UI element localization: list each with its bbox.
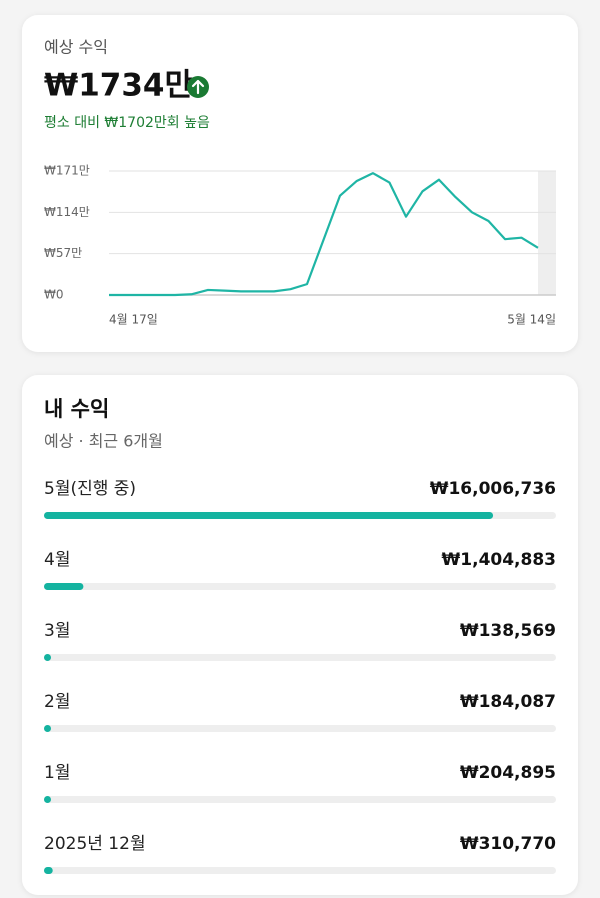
estimate-label: 예상 수익	[44, 38, 108, 57]
bar-track	[44, 583, 556, 590]
line	[109, 172, 539, 297]
bar-track	[44, 867, 556, 874]
up-icon	[187, 76, 209, 98]
month-label: 1월	[44, 763, 70, 783]
earnings-title: 내 수익	[44, 397, 109, 421]
month-label: 2월	[44, 692, 70, 712]
month-value: ₩138,569	[460, 621, 556, 641]
bar	[44, 867, 53, 874]
y-tick-label: ₩57만	[44, 246, 82, 260]
bar	[44, 583, 84, 590]
month-value: ₩204,895	[460, 763, 556, 783]
month-value: ₩184,087	[460, 692, 556, 712]
month-value: ₩1,404,883	[442, 550, 556, 570]
x-tick-label: 5월 14일	[507, 313, 556, 327]
month-label: 3월	[44, 621, 70, 641]
y-tick-label: ₩0	[44, 288, 64, 302]
estimate-card	[22, 15, 578, 352]
earnings-subtitle: 예상 · 최근 6개월	[44, 432, 163, 451]
earnings-card	[22, 375, 578, 895]
month-value: ₩310,770	[460, 834, 556, 854]
bar	[44, 512, 494, 519]
x-tick-label: 4월 17일	[109, 313, 158, 327]
bar	[44, 796, 51, 803]
y-tick-label: ₩171만	[44, 164, 90, 178]
month-label: 5월(진행 중)	[44, 479, 136, 499]
bar	[44, 725, 51, 732]
estimate-comparison: 평소 대비 ₩1702만회 높음	[44, 115, 210, 131]
current-highlight	[538, 171, 556, 295]
estimate-amount: ₩1734만	[44, 68, 193, 104]
bar-track	[44, 725, 556, 732]
month-label: 4월	[44, 550, 70, 570]
month-value: ₩16,006,736	[430, 479, 556, 499]
bar	[44, 654, 51, 661]
month-label: 2025년 12월	[44, 834, 146, 854]
bar-track	[44, 654, 556, 661]
y-tick-label: ₩114만	[44, 205, 90, 219]
bar-track	[44, 796, 556, 803]
